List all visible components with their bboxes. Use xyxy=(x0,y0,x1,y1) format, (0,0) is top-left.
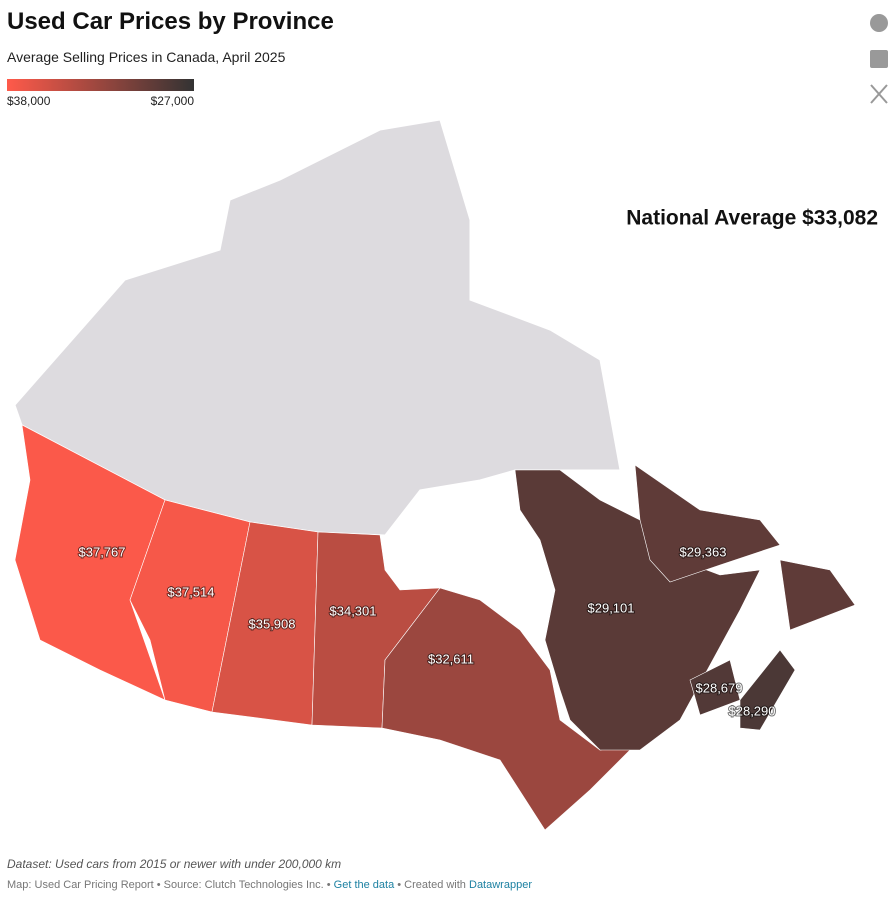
footer-source: Map: Used Car Pricing Report • Source: C… xyxy=(7,879,532,891)
region-label: $37,767 xyxy=(79,544,126,559)
region-label: $28,290 xyxy=(729,703,776,718)
share-icons xyxy=(870,14,888,104)
annotation: National Average $33,082 xyxy=(626,207,878,230)
get-data-link[interactable]: Get the data xyxy=(333,879,395,891)
datawrapper-link[interactable]: Datawrapper xyxy=(469,879,532,891)
region-label: $35,908 xyxy=(249,616,296,631)
region-label: $32,611 xyxy=(428,651,474,666)
subtitle: Average Selling Prices in Canada, April … xyxy=(7,49,286,65)
map: National Average $33,082 $37,767 $37,514 $… xyxy=(14,119,878,831)
region-label: $34,301 xyxy=(330,603,377,618)
region-label: $28,679 xyxy=(696,680,743,695)
source-text: Map: Used Car Pricing Report • Source: C… xyxy=(7,879,331,891)
region xyxy=(739,649,796,731)
footer-note: Dataset: Used cars from 2015 or newer wi… xyxy=(7,857,342,871)
legend-min-label: $38,000 xyxy=(7,94,51,108)
x-icon[interactable] xyxy=(870,84,888,104)
legend-max-label: $27,000 xyxy=(150,94,194,108)
region xyxy=(381,587,636,831)
title: Used Car Prices by Province xyxy=(7,8,334,35)
linkedin-icon[interactable] xyxy=(870,50,888,68)
created-text: • Created with xyxy=(397,879,466,891)
legend-gradient xyxy=(7,79,194,91)
facebook-icon[interactable] xyxy=(870,14,888,32)
region-label: $29,363 xyxy=(680,544,727,559)
region xyxy=(634,464,856,631)
region-label: $29,101 xyxy=(588,600,635,615)
region-label: $37,514 xyxy=(168,584,215,599)
